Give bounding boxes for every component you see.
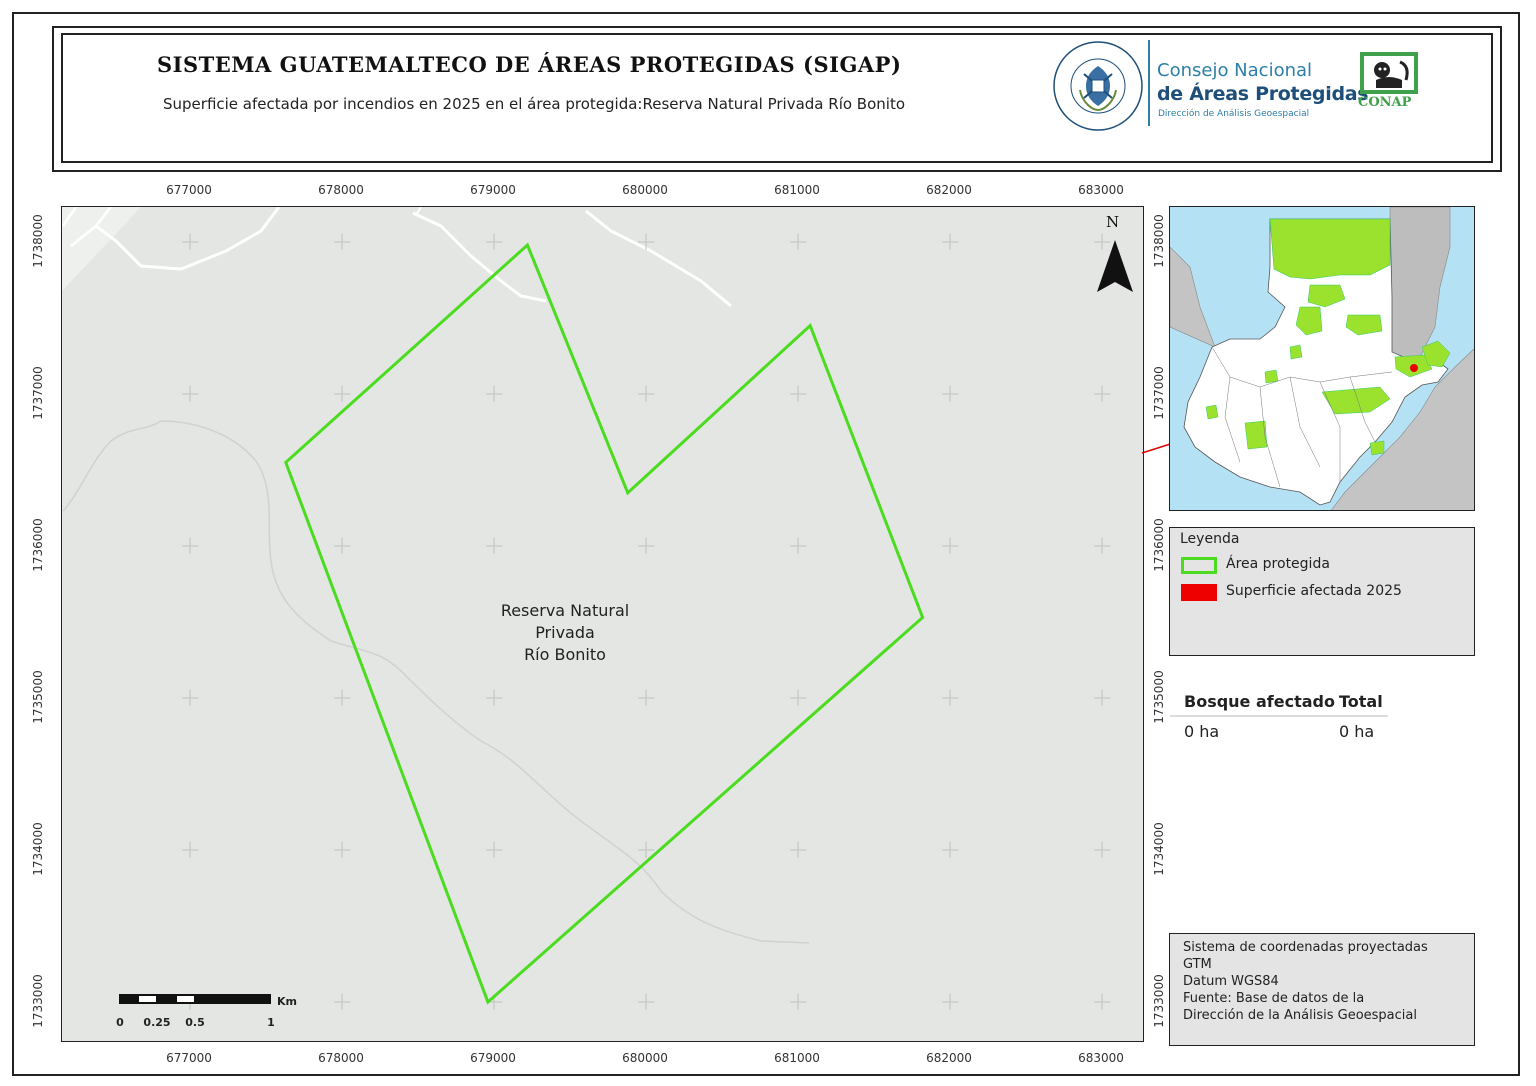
protected-area-label: Reserva Natural Privada Río Bonito — [501, 600, 629, 666]
inset-protected-area — [1369, 440, 1385, 456]
header-frame — [52, 26, 1502, 172]
y-tick-left: 1735000 — [31, 670, 45, 724]
logo-separator — [1148, 40, 1150, 126]
x-tick-top: 680000 — [622, 183, 668, 197]
inset-map[interactable] — [1169, 206, 1475, 511]
metadata-line: GTM — [1183, 957, 1212, 972]
y-tick-left: 1736000 — [31, 518, 45, 572]
neighbor-country — [1170, 246, 1216, 348]
main-map[interactable] — [61, 206, 1144, 1042]
y-tick-right: 1735000 — [1152, 670, 1166, 724]
conap-wordmark: CONAP — [1358, 95, 1412, 110]
y-tick-right: 1734000 — [1152, 822, 1166, 876]
conap-name-line2: de Áreas Protegidas — [1157, 83, 1369, 105]
legend-panel: Leyenda Área protegida Superficie afecta… — [1169, 527, 1475, 656]
map-title: SISTEMA GUATEMALTECO DE ÁREAS PROTEGIDAS… — [157, 52, 902, 77]
stats-value-total: 0 ha — [1339, 722, 1375, 741]
y-tick-left: 1734000 — [31, 822, 45, 876]
north-arrow-icon — [1097, 240, 1133, 292]
road-line — [415, 207, 422, 216]
inset-protected-area — [1205, 404, 1219, 420]
conap-name-line3: Dirección de Análisis Geoespacial — [1158, 109, 1310, 119]
x-tick-bottom: 678000 — [318, 1051, 364, 1065]
stats-header-total: Total — [1339, 692, 1383, 711]
y-tick-left: 1737000 — [31, 366, 45, 420]
fire-location-marker[interactable] — [1410, 364, 1418, 372]
legend-swatch-affected-surface — [1181, 584, 1217, 601]
x-tick-bottom: 679000 — [470, 1051, 516, 1065]
neighbor-country — [1331, 348, 1474, 510]
scale-unit: Km — [277, 995, 297, 1008]
urban-patch — [62, 207, 141, 291]
scale-bar — [119, 994, 271, 1004]
guatemala-seal-icon — [1053, 41, 1143, 131]
header-panel — [61, 33, 1493, 163]
inset-protected-area — [1244, 420, 1268, 450]
road-line — [585, 209, 732, 308]
x-tick-top: 678000 — [318, 183, 364, 197]
area-label-line: Reserva Natural — [500, 601, 630, 620]
x-tick-top: 683000 — [1078, 183, 1124, 197]
y-tick-left: 1733000 — [31, 974, 45, 1028]
stats-value-forest: 0 ha — [1184, 722, 1220, 741]
department-border — [1211, 346, 1393, 488]
road-line — [412, 211, 547, 303]
x-tick-top: 677000 — [166, 183, 212, 197]
scale-label: 0.5 — [185, 1016, 205, 1029]
inset-protected-area — [1289, 344, 1303, 360]
north-label: N — [1106, 213, 1120, 231]
x-tick-bottom: 681000 — [774, 1051, 820, 1065]
inset-protected-area — [1264, 369, 1279, 384]
scale-label: 0 — [116, 1016, 124, 1029]
x-tick-bottom: 683000 — [1078, 1051, 1124, 1065]
conap-logo-icon — [1360, 52, 1418, 94]
metadata-line: Datum WGS84 — [1183, 974, 1279, 989]
graticule — [182, 234, 1110, 1010]
road-line — [62, 207, 112, 227]
page-frame — [12, 12, 1520, 1076]
inset-protected-area — [1307, 284, 1346, 308]
x-tick-bottom: 680000 — [622, 1051, 668, 1065]
metadata-line: Sistema de coordenadas proyectadas — [1183, 940, 1428, 955]
x-tick-bottom: 677000 — [166, 1051, 212, 1065]
stats-divider — [1170, 715, 1388, 717]
y-tick-left: 1738000 — [31, 214, 45, 268]
x-tick-top: 681000 — [774, 183, 820, 197]
terrain-line — [62, 420, 810, 944]
scale-label: 0.25 — [143, 1016, 171, 1029]
area-label-line: Privada — [535, 623, 595, 642]
legend-title: Leyenda — [1180, 531, 1240, 547]
x-tick-top: 679000 — [470, 183, 516, 197]
x-tick-bottom: 682000 — [926, 1051, 972, 1065]
conap-name-line1: Consejo Nacional — [1157, 60, 1313, 81]
area-label-line: Río Bonito — [524, 645, 606, 664]
stats-header-forest: Bosque afectado — [1184, 692, 1335, 711]
legend-label-affected-surface: Superficie afectada 2025 — [1226, 583, 1402, 599]
inset-map-canvas — [1170, 207, 1474, 510]
y-tick-right: 1733000 — [1152, 974, 1166, 1028]
y-tick-right: 1738000 — [1152, 214, 1166, 268]
metadata-panel: Sistema de coordenadas proyectadas GTM D… — [1169, 933, 1475, 1046]
metadata-line: Dirección de la Análisis Geoespacial — [1183, 1008, 1417, 1023]
protected-area-boundary[interactable] — [283, 242, 925, 1005]
map-subtitle: Superficie afectada por incendios en 202… — [163, 95, 906, 113]
main-map-canvas — [62, 207, 1110, 1010]
inset-protected-area — [1421, 340, 1451, 368]
inset-protected-area — [1345, 314, 1383, 336]
road-line — [70, 207, 281, 271]
metadata-line: Fuente: Base de datos de la — [1183, 991, 1365, 1006]
inset-protected-area — [1295, 306, 1323, 336]
scale-label: 1 — [267, 1016, 275, 1029]
legend-label-protected-area: Área protegida — [1226, 556, 1330, 572]
inset-protected-area — [1269, 218, 1391, 280]
legend-swatch-protected-area — [1181, 557, 1217, 574]
y-tick-right: 1736000 — [1152, 518, 1166, 572]
x-tick-top: 682000 — [926, 183, 972, 197]
